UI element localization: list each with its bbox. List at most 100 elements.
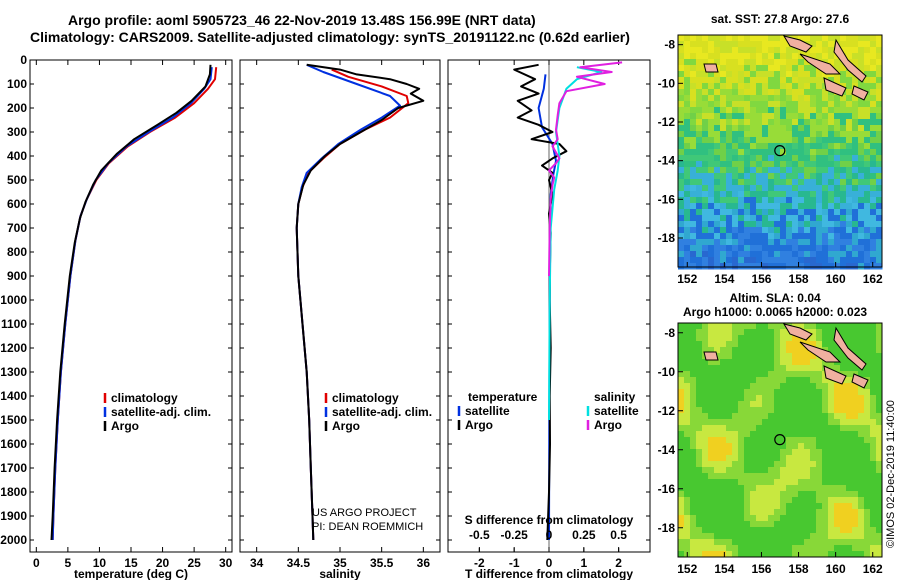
map-cell <box>738 95 745 102</box>
map-cell <box>876 533 883 540</box>
y-tick-label: 400 <box>7 149 27 163</box>
map-cell <box>732 89 739 96</box>
map-cell <box>816 89 823 96</box>
map-cell <box>750 185 757 192</box>
map-cell <box>780 365 787 372</box>
map-cell <box>678 161 685 168</box>
map-cell <box>798 491 805 498</box>
x-tick-label: 36 <box>417 556 431 570</box>
map-cell <box>756 419 763 426</box>
map-cell <box>852 185 859 192</box>
map-cell <box>732 263 739 270</box>
map-cell <box>816 209 823 216</box>
map-cell <box>774 401 781 408</box>
x-tick-label: 30 <box>219 556 233 570</box>
map-cell <box>876 83 883 90</box>
map-cell <box>870 125 877 132</box>
map-cell <box>852 329 859 336</box>
map-cell <box>708 77 715 84</box>
map-cell <box>714 245 721 252</box>
map-cell <box>840 365 847 372</box>
map-cell <box>786 347 793 354</box>
map-cell <box>828 179 835 186</box>
map-cell <box>750 533 757 540</box>
map-cell <box>702 419 709 426</box>
map-cell <box>678 65 685 72</box>
map-cell <box>804 401 811 408</box>
map-cell <box>744 455 751 462</box>
map-cell <box>798 395 805 402</box>
map-cell <box>828 335 835 342</box>
map-cell <box>780 41 787 48</box>
map-cell <box>738 89 745 96</box>
map-cell <box>696 173 703 180</box>
series-line-s-argo <box>548 61 623 277</box>
map-cell <box>810 167 817 174</box>
map-cell <box>708 143 715 150</box>
map-cell <box>774 539 781 546</box>
map-cell <box>714 449 721 456</box>
map-cell <box>762 209 769 216</box>
map-cell <box>750 389 757 396</box>
map-cell <box>798 431 805 438</box>
map-cell <box>750 137 757 144</box>
map-cell <box>828 95 835 102</box>
map-cell <box>726 89 733 96</box>
map-cell <box>768 149 775 156</box>
map-cell <box>840 443 847 450</box>
map-cell <box>864 527 871 534</box>
map-cell <box>750 371 757 378</box>
map-cell <box>834 149 841 156</box>
map-cell <box>834 143 841 150</box>
map-cell <box>756 329 763 336</box>
map-cell <box>792 365 799 372</box>
map-cell <box>690 461 697 468</box>
map-cell <box>726 53 733 60</box>
map-cell <box>756 431 763 438</box>
map-cell <box>828 173 835 180</box>
map-cell <box>864 65 871 72</box>
map-cell <box>756 95 763 102</box>
map-cell <box>798 401 805 408</box>
map-cell <box>816 389 823 396</box>
map-cell <box>864 143 871 150</box>
map-cell <box>732 41 739 48</box>
map-cell <box>768 263 775 270</box>
map-cell <box>864 209 871 216</box>
map-cell <box>738 71 745 78</box>
map-cell <box>678 401 685 408</box>
map-cell <box>696 467 703 474</box>
map-cell <box>804 389 811 396</box>
map-cell <box>684 341 691 348</box>
map-cell <box>822 431 829 438</box>
map-cell <box>840 233 847 240</box>
map-cell <box>822 515 829 522</box>
map-cell <box>768 233 775 240</box>
map-cell <box>768 491 775 498</box>
map-cell <box>864 83 871 90</box>
map-cell <box>792 71 799 78</box>
map-cell <box>858 53 865 60</box>
map-cell <box>786 137 793 144</box>
map-cell <box>714 461 721 468</box>
map-cell <box>822 233 829 240</box>
map-cell <box>726 245 733 252</box>
x-tick-label: 34.5 <box>287 556 311 570</box>
map-cell <box>714 335 721 342</box>
map-cell <box>840 389 847 396</box>
map-cell <box>738 107 745 114</box>
map-cell <box>858 119 865 126</box>
map-cell <box>864 185 871 192</box>
map-cell <box>786 143 793 150</box>
map-cell <box>780 197 787 204</box>
map-cell <box>696 101 703 108</box>
map-cell <box>756 551 763 558</box>
map-cell <box>744 533 751 540</box>
map-cell <box>690 323 697 330</box>
map-cell <box>840 101 847 108</box>
map-cell <box>876 107 883 114</box>
map-cell <box>684 503 691 510</box>
map-cell <box>864 47 871 54</box>
map-cell <box>846 179 853 186</box>
map-cell <box>846 149 853 156</box>
